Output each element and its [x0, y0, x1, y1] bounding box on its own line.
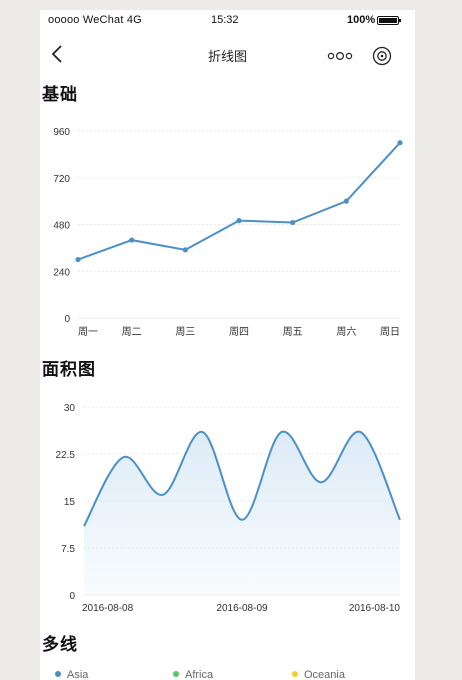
y-tick-label: 30 — [64, 403, 76, 414]
data-point — [129, 237, 135, 243]
nav-bar: 折线图 — [40, 38, 415, 70]
battery-percent: 100% — [347, 14, 376, 26]
x-tick-label: 周三 — [175, 326, 195, 338]
y-tick-label: 0 — [64, 314, 70, 325]
legend-label: Africa — [185, 669, 214, 680]
series-line — [77, 142, 401, 261]
page-title: 折线图 — [207, 49, 247, 64]
x-tick-label: 周六 — [336, 326, 356, 338]
data-point — [75, 256, 81, 263]
y-tick-label: 7.5 — [61, 544, 75, 555]
carrier-label: ooooo WeChat 4G — [48, 14, 142, 26]
section-title-multiline: 多线 — [42, 635, 78, 654]
x-tick-label: 2016-08-08 — [82, 603, 134, 614]
x-tick-label: 周一 — [78, 326, 98, 338]
data-point — [397, 140, 403, 146]
series-line — [83, 430, 401, 527]
x-tick-label: 周四 — [229, 326, 249, 338]
y-tick-label: 15 — [64, 497, 76, 508]
y-tick-label: 720 — [53, 174, 70, 185]
data-point — [343, 198, 349, 204]
target-icon[interactable] — [371, 46, 393, 66]
section-title-area: 面积图 — [42, 360, 96, 379]
multiline-legend: Asia Africa Oceania — [55, 669, 346, 680]
y-tick-label: 22.5 — [56, 450, 76, 461]
legend-marker — [173, 671, 179, 677]
y-tick-label: 240 — [53, 267, 70, 278]
x-tick-label: 周五 — [283, 326, 303, 338]
data-point — [236, 218, 242, 224]
legend-marker — [55, 671, 61, 677]
x-tick-label: 2016-08-10 — [349, 603, 401, 614]
section-title-basic: 基础 — [42, 85, 78, 104]
back-arrow-icon[interactable] — [46, 42, 68, 66]
more-dots-icon[interactable] — [325, 46, 355, 66]
legend-label: Asia — [67, 669, 89, 680]
x-tick-label: 2016-08-09 — [216, 603, 268, 614]
x-tick-label: 周二 — [122, 326, 142, 338]
area-chart: 0 7.5 15 22.5 30 2016-08-08 2016-08-09 2016-08-… — [56, 403, 401, 614]
legend-label: Oceania — [304, 669, 346, 680]
area-fill — [84, 431, 400, 595]
phone-screen: ooooo WeChat 4G 15:32 100% 折线图 — [40, 10, 415, 680]
line-chart-basic: 0 240 480 720 960 周一 周二 周三 周四 周五 周六 周日 — [53, 127, 403, 338]
data-point — [182, 247, 188, 253]
x-tick-label: 周日 — [380, 326, 400, 338]
status-bar: ooooo WeChat 4G 15:32 100% — [40, 10, 415, 30]
clock: 15:32 — [211, 14, 239, 26]
y-tick-label: 480 — [53, 221, 70, 232]
battery-icon — [377, 16, 401, 25]
legend-marker — [292, 671, 298, 677]
y-tick-label: 960 — [53, 127, 70, 138]
y-tick-label: 0 — [69, 591, 75, 602]
mini-program-capsule — [325, 46, 403, 66]
data-point — [290, 219, 296, 226]
